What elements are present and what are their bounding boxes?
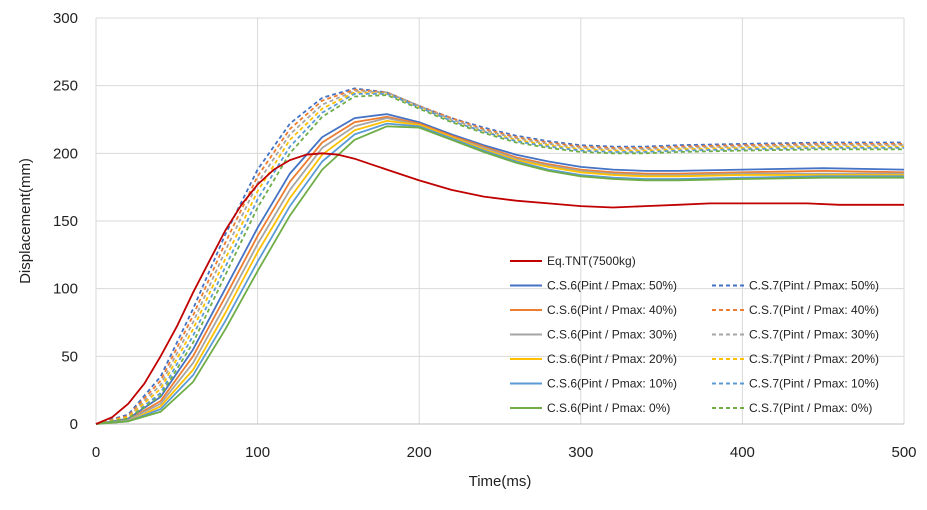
series-line-7 <box>95 87 904 425</box>
series-line-11 <box>95 92 904 425</box>
series-lines <box>95 87 905 425</box>
x-tick-label: 0 <box>92 444 100 461</box>
legend-label-4: C.S.6(Pint / Pmax: 20%) <box>547 352 677 366</box>
legend-label-6: C.S.6(Pint / Pmax: 0%) <box>547 401 670 415</box>
legend-label-10: C.S.7(Pint / Pmax: 20%) <box>749 352 879 366</box>
axes: 0 100 200 300 400 500 0 50 100 150 200 250 300 <box>53 10 917 461</box>
legend-label-9: C.S.7(Pint / Pmax: 30%) <box>749 328 879 342</box>
series-line-8 <box>95 88 904 425</box>
series-line-6 <box>95 125 904 425</box>
y-tick-label: 300 <box>53 10 78 27</box>
legend-label-1: C.S.6(Pint / Pmax: 50%) <box>547 279 677 293</box>
series-line-2 <box>95 115 905 425</box>
x-tick-label: 200 <box>407 444 432 461</box>
series-line-12 <box>95 94 904 425</box>
legend: Eq.TNT(7500kg) C.S.6(Pint / Pmax: 50%) C.S… <box>510 254 879 415</box>
series-line-5 <box>95 122 904 425</box>
x-tick-label: 100 <box>245 444 270 461</box>
series-line-9 <box>95 90 904 425</box>
y-tick-label: 200 <box>53 145 78 162</box>
x-tick-label: 300 <box>568 444 593 461</box>
legend-label-0: Eq.TNT(7500kg) <box>547 254 636 268</box>
x-axis-title: Time(ms) <box>469 473 532 490</box>
x-tick-label: 500 <box>891 444 916 461</box>
y-tick-label: 100 <box>53 281 78 298</box>
y-tick-label: 0 <box>70 416 78 433</box>
y-tick-label: 250 <box>53 78 78 95</box>
series-line-4 <box>95 120 904 425</box>
legend-label-5: C.S.6(Pint / Pmax: 10%) <box>547 377 677 391</box>
legend-label-2: C.S.6(Pint / Pmax: 40%) <box>547 303 677 317</box>
legend-label-7: C.S.7(Pint / Pmax: 50%) <box>749 279 879 293</box>
y-tick-label: 50 <box>61 348 78 365</box>
y-axis-title: Displacement(mm) <box>17 158 34 284</box>
series-line-0 <box>95 152 904 425</box>
legend-label-3: C.S.6(Pint / Pmax: 30%) <box>547 328 677 342</box>
grid-lines <box>95 17 905 425</box>
legend-label-12: C.S.7(Pint / Pmax: 0%) <box>749 401 872 415</box>
x-tick-label: 400 <box>730 444 755 461</box>
y-tick-label: 150 <box>53 213 78 230</box>
series-line-10 <box>95 91 904 425</box>
series-line-1 <box>95 113 905 425</box>
legend-label-8: C.S.7(Pint / Pmax: 40%) <box>749 303 879 317</box>
legend-label-11: C.S.7(Pint / Pmax: 10%) <box>749 377 879 391</box>
